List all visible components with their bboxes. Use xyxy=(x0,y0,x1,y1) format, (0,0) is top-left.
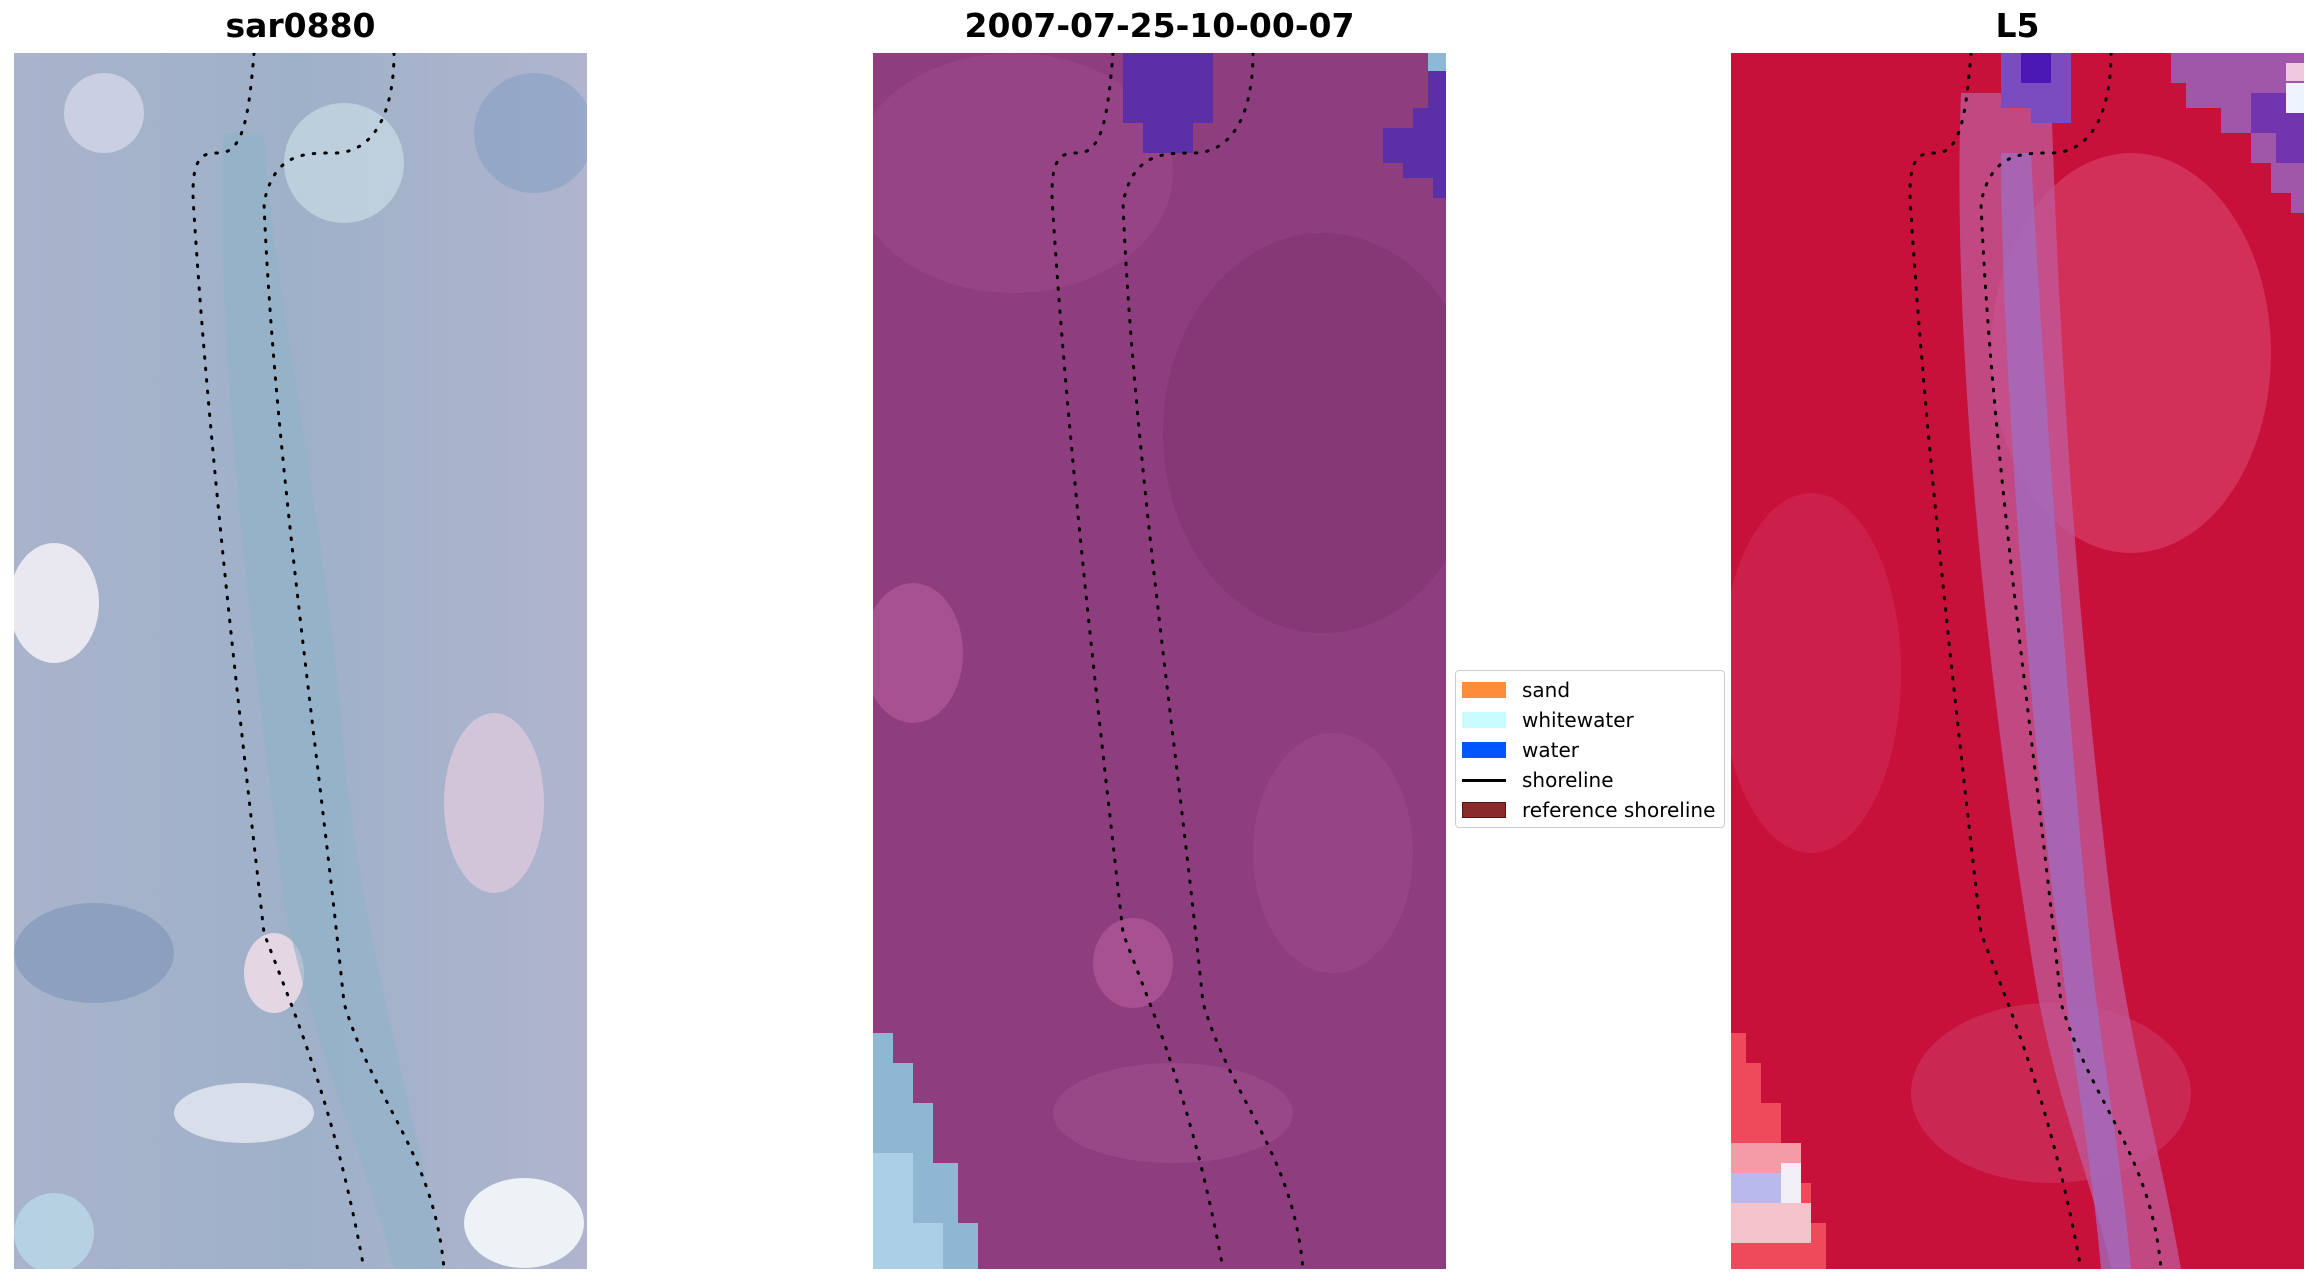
legend-entry-whitewater: whitewater xyxy=(1462,705,1634,735)
legend-label: water xyxy=(1522,738,1579,762)
whitewater-swatch xyxy=(1462,712,1506,728)
sar-composite-image xyxy=(14,53,587,1269)
legend-entry-water: water xyxy=(1462,735,1579,765)
panel-title-l5: L5 xyxy=(1995,6,2040,45)
shoreline-swatch xyxy=(1462,778,1506,782)
legend-entry-sand: sand xyxy=(1462,675,1570,705)
reference-shoreline-swatch xyxy=(1462,802,1506,818)
legend-label: sand xyxy=(1522,678,1571,702)
legend-label: reference shoreline xyxy=(1522,798,1716,822)
legend-label: shoreline xyxy=(1522,768,1614,792)
legend: sand whitewater water shoreline referenc… xyxy=(1455,670,1725,828)
water-swatch xyxy=(1462,742,1506,758)
classified-false-color-image xyxy=(873,53,1446,1269)
legend-entry-reference-shoreline: reference shoreline xyxy=(1462,795,1715,825)
panel-title-sar: sar0880 xyxy=(225,6,376,45)
legend-label: whitewater xyxy=(1522,708,1634,732)
sand-swatch xyxy=(1462,682,1506,698)
panel-title-date: 2007-07-25-10-00-07 xyxy=(964,6,1355,45)
landsat-band-image xyxy=(1731,53,2304,1269)
legend-entry-shoreline: shoreline xyxy=(1462,765,1614,795)
